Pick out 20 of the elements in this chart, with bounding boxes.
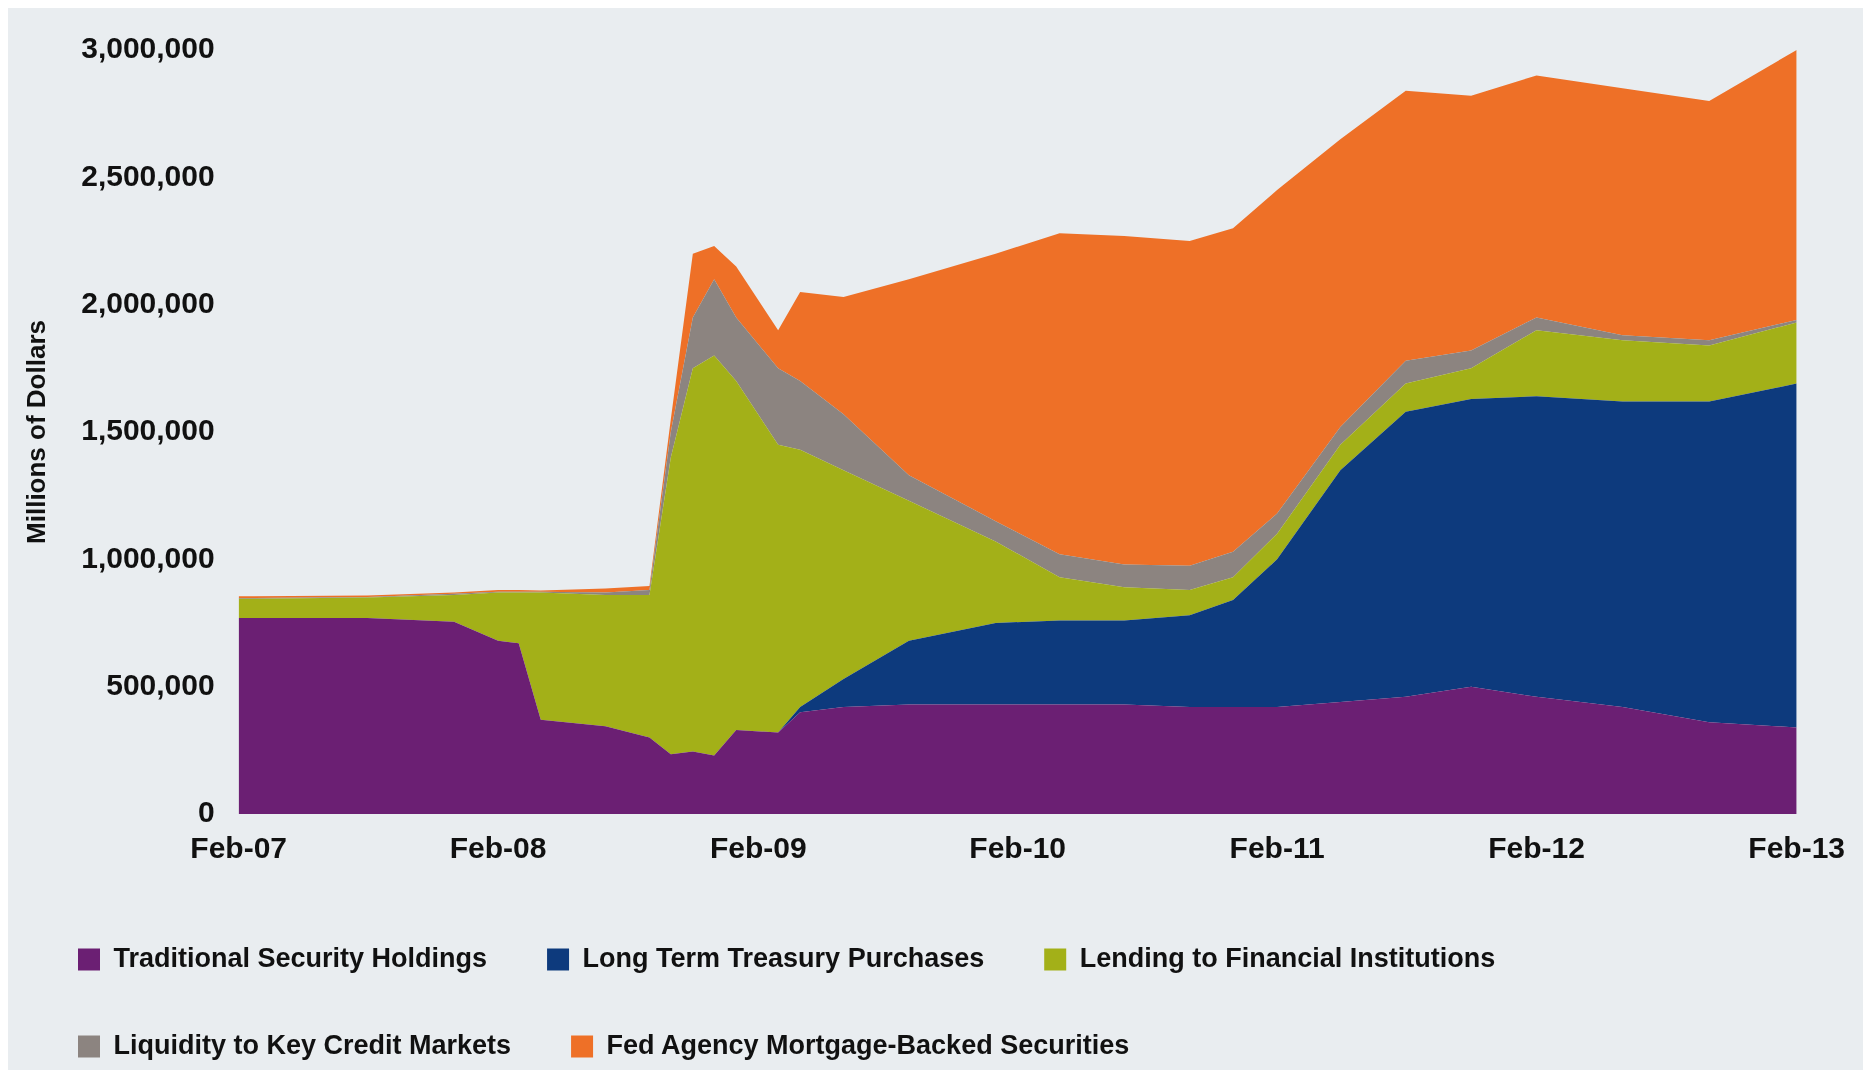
x-tick-label: Feb-11 bbox=[1229, 831, 1325, 865]
y-tick-label: 1,000,000 bbox=[81, 540, 215, 574]
x-tick-label: Feb-10 bbox=[969, 831, 1067, 865]
y-tick-label: 0 bbox=[197, 795, 215, 829]
y-axis-title: Millions of Dollars bbox=[20, 320, 51, 544]
y-tick-label: 500,000 bbox=[106, 667, 215, 701]
legend-label: Liquidity to Key Credit Markets bbox=[113, 1029, 512, 1060]
legend-label: Fed Agency Mortgage-Backed Securities bbox=[606, 1029, 1130, 1060]
legend-label: Traditional Security Holdings bbox=[113, 942, 488, 973]
legend-label: Long Term Treasury Purchases bbox=[582, 942, 985, 973]
x-tick-label: Feb-12 bbox=[1488, 831, 1585, 865]
y-tick-label: 2,000,000 bbox=[81, 285, 215, 319]
y-tick-label: 3,000,000 bbox=[81, 31, 215, 65]
x-tick-label: Feb-13 bbox=[1748, 831, 1845, 865]
y-tick-label: 1,500,000 bbox=[81, 413, 215, 447]
legend-label: Lending to Financial Institutions bbox=[1079, 942, 1496, 973]
x-tick-label: Feb-07 bbox=[190, 831, 288, 865]
x-tick-label: Feb-09 bbox=[709, 831, 807, 865]
x-tick-label: Feb-08 bbox=[449, 831, 547, 865]
y-tick-label: 2,500,000 bbox=[81, 158, 215, 192]
